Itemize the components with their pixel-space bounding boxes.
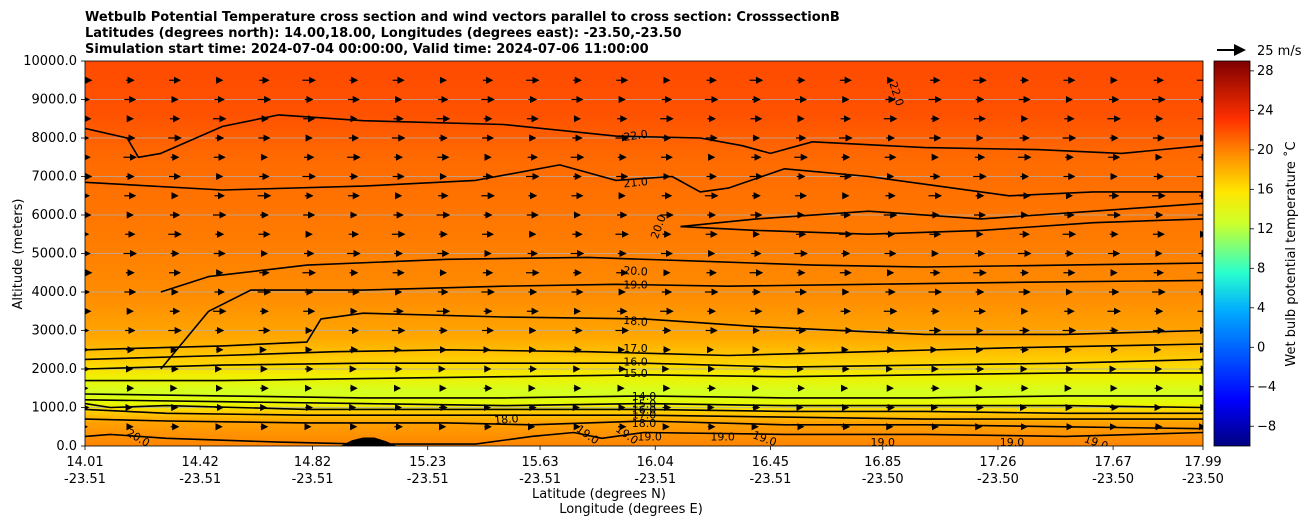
contour-label: 18.0 bbox=[494, 412, 520, 427]
contour-label: 16.0 bbox=[632, 403, 657, 416]
colorbar-tick-label: 8 bbox=[1257, 261, 1265, 276]
contour-line-17.0 bbox=[85, 343, 1203, 361]
contour-line-20.0 bbox=[160, 256, 1203, 293]
x-tick-label-longitude: -23.51 bbox=[292, 472, 334, 487]
y-tick-label: 2000.0 bbox=[32, 362, 78, 377]
x-tick-label-latitude: 17.99 bbox=[1184, 455, 1221, 470]
contour-label: 16.0 bbox=[623, 355, 648, 368]
x-tick-label-latitude: 17.26 bbox=[979, 455, 1016, 470]
contour-line-14.0 bbox=[85, 393, 1203, 399]
colorbar-tick-label: 0 bbox=[1257, 340, 1265, 355]
x-axis-label-latitude: Latitude (degrees N) bbox=[532, 487, 666, 502]
x-tick-label-longitude: -23.51 bbox=[64, 472, 106, 487]
x-tick-label-latitude: 15.63 bbox=[521, 455, 558, 470]
x-axis-label-longitude: Longitude (degrees E) bbox=[559, 502, 703, 517]
x-tick-label-latitude: 14.01 bbox=[66, 455, 103, 470]
contour-label: 19.0 bbox=[871, 436, 896, 449]
plot-area: 22.022.021.020.020.019.018.017.016.015.0… bbox=[85, 61, 1203, 449]
y-tick-label: 5000.0 bbox=[32, 247, 78, 262]
contour-label: 17.0 bbox=[632, 408, 657, 421]
colorbar-tick-label: −4 bbox=[1257, 380, 1276, 395]
y-tick-label: 3000.0 bbox=[32, 324, 78, 339]
contour-line-20.0 bbox=[85, 433, 532, 445]
x-tick-label-longitude: -23.51 bbox=[407, 472, 449, 487]
contour-label: 19.0 bbox=[710, 430, 735, 443]
colorbar-frame bbox=[1213, 60, 1251, 447]
x-tick-label-latitude: 17.67 bbox=[1095, 455, 1132, 470]
y-tick-label: 7000.0 bbox=[32, 170, 78, 185]
x-tick-label-latitude: 16.04 bbox=[637, 455, 674, 470]
contour-label: 21.0 bbox=[623, 175, 649, 190]
colorbar-tick-label: 28 bbox=[1257, 64, 1274, 79]
contour-label: 17.0 bbox=[623, 342, 648, 355]
x-axis-ticks: 14.01 -23.51 14.42 -23.51 14.82 -23.51 15.23 -2… bbox=[64, 446, 1224, 487]
contour-label: 22.0 bbox=[623, 128, 649, 144]
wind-vectors bbox=[85, 76, 1203, 431]
x-tick-label-longitude: -23.51 bbox=[519, 472, 561, 487]
x-tick-label-longitude: -23.50 bbox=[977, 472, 1019, 487]
contour-line-20.0 bbox=[680, 218, 1203, 235]
contour-lines bbox=[85, 114, 1203, 445]
contour-line-15.0 bbox=[85, 399, 1203, 409]
x-tick-label-latitude: 14.42 bbox=[182, 455, 219, 470]
contour-line-16.0 bbox=[85, 358, 1203, 370]
x-tick-label-latitude: 14.82 bbox=[294, 455, 331, 470]
x-tick-label-latitude: 16.85 bbox=[864, 455, 901, 470]
horizontal-grid bbox=[85, 61, 1203, 408]
terrain-silhouette bbox=[340, 437, 397, 446]
contour-line-15.0 bbox=[85, 372, 1203, 382]
y-tick-label: 4000.0 bbox=[32, 285, 78, 300]
x-tick-label-longitude: -23.51 bbox=[749, 472, 791, 487]
x-tick-label-longitude: -23.50 bbox=[862, 472, 904, 487]
colorbar bbox=[1214, 61, 1250, 446]
contour-line-21.0 bbox=[85, 164, 1203, 197]
contour-line-22.0 bbox=[85, 114, 1203, 159]
colorbar-tick-label: 16 bbox=[1257, 182, 1274, 197]
contour-label: 15.0 bbox=[623, 367, 648, 380]
chart-title-line-2: Latitudes (degrees north): 14.00,18.00, … bbox=[85, 26, 682, 41]
contour-label: 14.0 bbox=[632, 390, 657, 403]
y-tick-label: 6000.0 bbox=[32, 208, 78, 223]
y-tick-label: 10000.0 bbox=[23, 54, 77, 69]
x-tick-label-latitude: 15.23 bbox=[409, 455, 446, 470]
x-tick-label-longitude: -23.50 bbox=[1092, 472, 1134, 487]
y-axis-label: Altitude (meters) bbox=[11, 199, 26, 310]
contour-label: 18.0 bbox=[623, 314, 649, 329]
x-tick-label-latitude: 16.45 bbox=[752, 455, 789, 470]
y-tick-label: 0.0 bbox=[56, 439, 77, 454]
y-tick-label: 9000.0 bbox=[32, 93, 78, 108]
y-tick-label: 8000.0 bbox=[32, 131, 78, 146]
contour-label: 19.0 bbox=[637, 430, 662, 443]
x-tick-label-longitude: -23.51 bbox=[179, 472, 221, 487]
contour-line-20.0 bbox=[680, 202, 1203, 228]
colorbar-tick-label: 20 bbox=[1257, 143, 1274, 158]
colorbar-tick-label: 4 bbox=[1257, 301, 1265, 316]
contour-label: 19.0 bbox=[1000, 436, 1025, 449]
colorbar-tick-label: 24 bbox=[1257, 103, 1274, 118]
colorbar-ticks: −8 −4 0 4 8 12 16 20 24 28 bbox=[1250, 64, 1276, 434]
contour-label: 18.0 bbox=[632, 417, 657, 430]
contour-label: 20.0 bbox=[623, 264, 648, 279]
chart-title-line-1: Wetbulb Potential Temperature cross sect… bbox=[85, 10, 840, 25]
x-tick-label-longitude: -23.50 bbox=[1182, 472, 1224, 487]
wind-key-label: 25 m/s bbox=[1257, 44, 1302, 59]
contour-label: 19.0 bbox=[623, 278, 648, 291]
contour-line-16.0 bbox=[85, 402, 1203, 415]
colorbar-label: Wet bulb potential temperature ˚C bbox=[1283, 141, 1299, 366]
contour-line-19.0 bbox=[531, 431, 1203, 440]
chart-title-line-3: Simulation start time: 2024-07-04 00:00:… bbox=[85, 42, 649, 57]
colorbar-tick-label: 12 bbox=[1257, 222, 1274, 237]
contour-line-18.0 bbox=[85, 312, 1203, 351]
y-tick-label: 1000.0 bbox=[32, 401, 78, 416]
y-axis-ticks: 0.0 1000.0 2000.0 3000.0 4000.0 5000.0 6000.0 7… bbox=[23, 54, 85, 454]
x-tick-label-longitude: -23.51 bbox=[634, 472, 676, 487]
contour-line-17.0 bbox=[85, 408, 1203, 420]
contour-label: 15.0 bbox=[632, 398, 657, 411]
contour-line-18.0 bbox=[85, 418, 1203, 430]
contour-line-19.0 bbox=[160, 279, 1203, 370]
colorbar-tick-label: −8 bbox=[1257, 419, 1276, 434]
